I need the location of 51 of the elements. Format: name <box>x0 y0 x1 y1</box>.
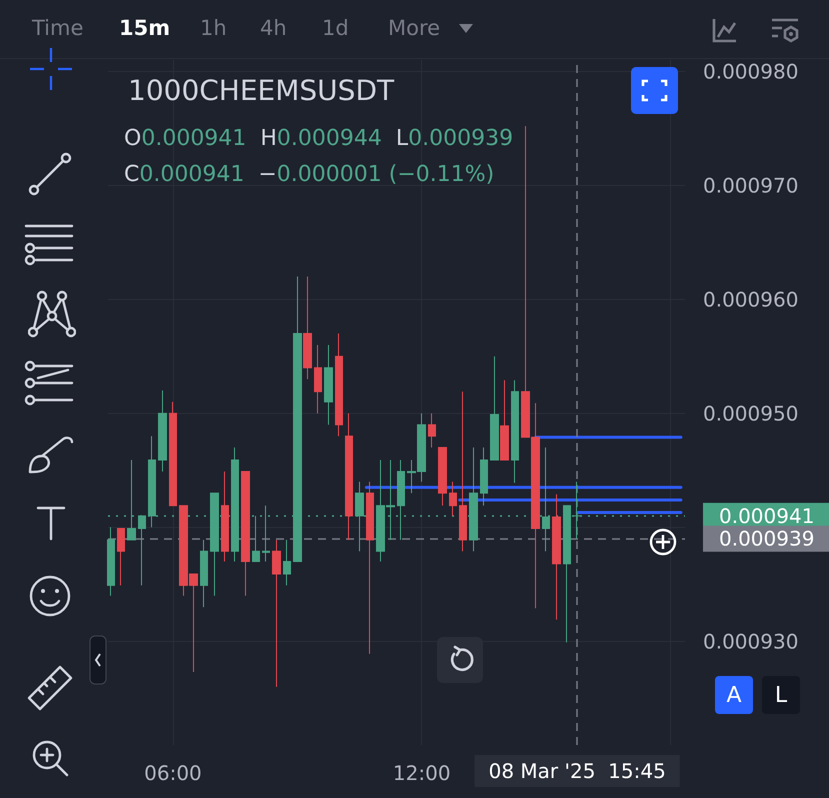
candlestick <box>314 344 322 414</box>
text: 1d <box>322 16 349 40</box>
ref-line-label: 08 Mar '25 15:45 <box>488 759 666 783</box>
candlestick <box>511 380 519 484</box>
y-tick-label: 0.000980 <box>703 59 798 84</box>
y-tick-label: 0.000950 <box>703 401 798 426</box>
candlestick <box>397 460 405 540</box>
annotation: O0.000941 <box>124 125 246 153</box>
candlestick <box>221 470 229 562</box>
text: 4h <box>260 16 287 40</box>
candlestick <box>366 481 374 654</box>
annotation: L0.000939 <box>396 125 514 153</box>
y-tick-label: 0.000960 <box>703 287 798 312</box>
annotation: −0.000001 (−0.11%) <box>258 161 494 189</box>
text: A <box>715 676 753 714</box>
candlestick <box>262 505 270 562</box>
candlestick <box>272 539 281 688</box>
ref-line-label: 0.000941 <box>719 504 814 528</box>
candlestick <box>490 356 499 461</box>
text: More <box>388 16 440 40</box>
candlestick <box>241 470 250 596</box>
x-tick-label: 06:00 <box>144 761 202 785</box>
text: Time <box>32 16 84 40</box>
ref-line-label: 0.000939 <box>719 526 814 551</box>
candlestick <box>107 526 115 596</box>
candlestick <box>117 528 125 586</box>
candlestick <box>345 412 353 540</box>
candlestick <box>158 390 167 472</box>
candlestick <box>449 481 457 516</box>
candlestick <box>480 447 488 506</box>
candlestick <box>552 494 561 620</box>
candlestick <box>428 412 436 448</box>
annotation: H0.000944 <box>260 125 382 153</box>
y-tick-label: 0.000970 <box>703 173 798 198</box>
annotation: C0.000941 <box>124 161 244 189</box>
x-tick-label: 12:00 <box>392 761 451 785</box>
candlestick <box>138 515 146 586</box>
candlestick <box>335 333 343 437</box>
candlestick <box>459 391 467 552</box>
candlestick <box>169 401 177 506</box>
y-tick-label: 0.000930 <box>703 629 798 654</box>
candlestick <box>324 344 333 426</box>
text: 1000CHEEMSUSDT <box>128 74 394 107</box>
text: L <box>762 676 800 714</box>
text: 1h <box>200 16 227 40</box>
candlestick <box>303 276 312 380</box>
candlestick <box>500 380 509 461</box>
candlestick <box>438 447 447 506</box>
candlestick <box>200 539 208 608</box>
text: 15m <box>119 16 170 40</box>
candlestick <box>283 539 291 586</box>
